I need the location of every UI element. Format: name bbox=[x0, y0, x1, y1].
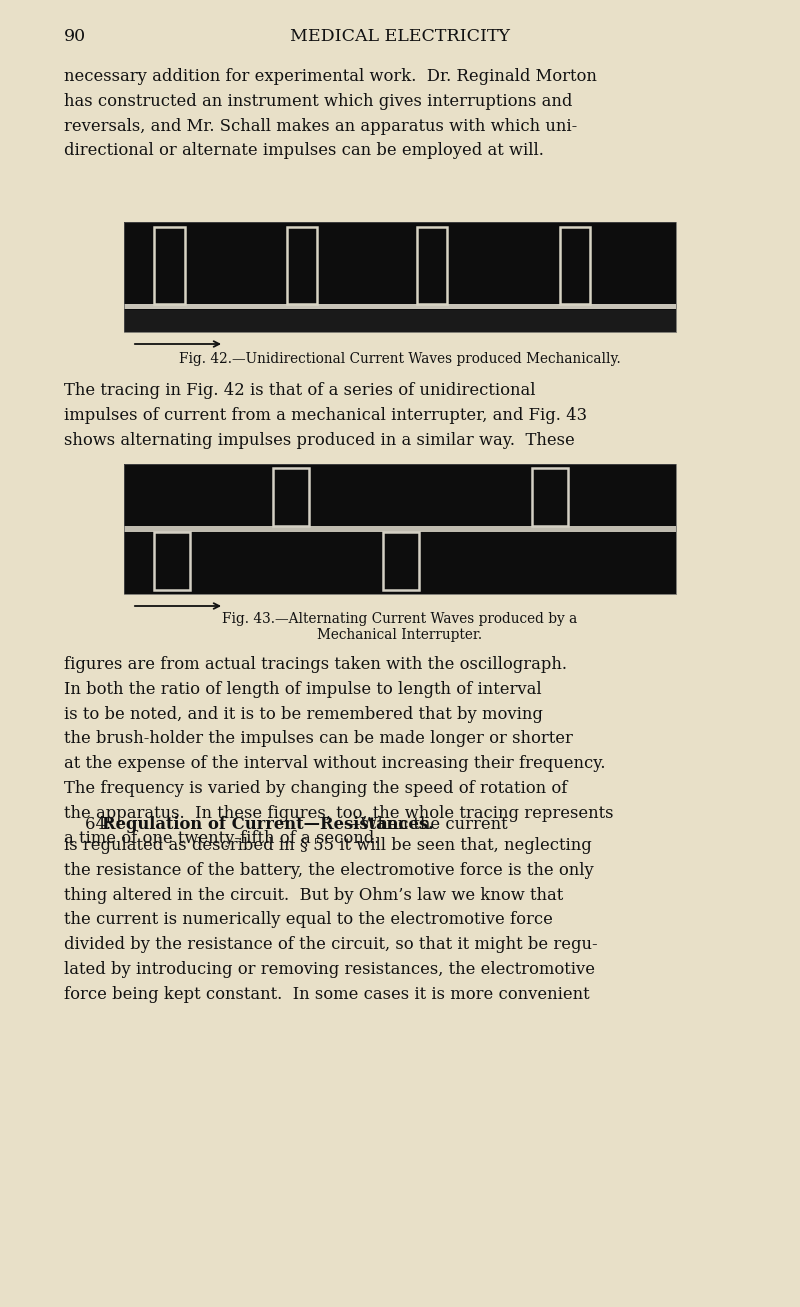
Text: —When the current: —When the current bbox=[344, 816, 508, 833]
Text: figures are from actual tracings taken with the oscillograph.
In both the ratio : figures are from actual tracings taken w… bbox=[64, 656, 614, 847]
Bar bbox=[124, 305, 676, 308]
Text: Fig. 42.—Unidirectional Current Waves produced Mechanically.: Fig. 42.—Unidirectional Current Waves pr… bbox=[179, 352, 621, 366]
Bar bbox=[273, 468, 309, 525]
Text: Regulation of Current—Resistances.: Regulation of Current—Resistances. bbox=[102, 816, 434, 833]
Bar bbox=[417, 227, 447, 305]
Bar bbox=[383, 532, 419, 589]
Bar bbox=[560, 227, 590, 305]
Text: The tracing in Fig. 42 is that of a series of unidirectional
impulses of current: The tracing in Fig. 42 is that of a seri… bbox=[64, 382, 587, 448]
Bar bbox=[124, 222, 676, 310]
Text: 64.: 64. bbox=[64, 816, 116, 833]
Bar bbox=[124, 464, 676, 593]
Text: 90: 90 bbox=[64, 27, 86, 44]
Text: is regulated as described in § 55 it will be seen that, neglecting
the resistanc: is regulated as described in § 55 it wil… bbox=[64, 836, 598, 1002]
Text: Mechanical Interrupter.: Mechanical Interrupter. bbox=[318, 627, 482, 642]
Bar bbox=[124, 464, 676, 593]
Bar bbox=[154, 227, 185, 305]
Bar bbox=[287, 227, 318, 305]
Bar bbox=[124, 525, 676, 532]
Bar bbox=[533, 468, 568, 525]
Bar bbox=[124, 222, 676, 332]
Text: necessary addition for experimental work.  Dr. Reginald Morton
has constructed a: necessary addition for experimental work… bbox=[64, 68, 597, 159]
Bar bbox=[154, 532, 190, 589]
Text: Fig. 43.—Alternating Current Waves produced by a: Fig. 43.—Alternating Current Waves produ… bbox=[222, 612, 578, 626]
Bar bbox=[124, 310, 676, 332]
Text: MEDICAL ELECTRICITY: MEDICAL ELECTRICITY bbox=[290, 27, 510, 44]
